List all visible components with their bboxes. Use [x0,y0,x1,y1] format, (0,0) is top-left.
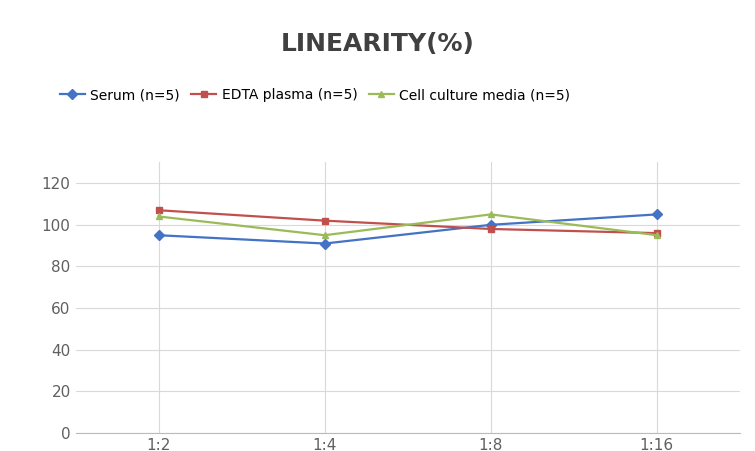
Line: Cell culture media (n=5): Cell culture media (n=5) [155,211,661,239]
Text: LINEARITY(%): LINEARITY(%) [281,32,474,55]
Line: Serum (n=5): Serum (n=5) [155,211,661,247]
EDTA plasma (n=5) [154,207,163,213]
Legend: Serum (n=5), EDTA plasma (n=5), Cell culture media (n=5): Serum (n=5), EDTA plasma (n=5), Cell cul… [60,88,570,102]
Serum (n=5) [486,222,495,227]
Cell culture media (n=5) [320,233,329,238]
EDTA plasma (n=5) [652,230,661,236]
Cell culture media (n=5) [154,214,163,219]
Serum (n=5) [320,241,329,246]
Serum (n=5) [652,212,661,217]
Serum (n=5) [154,233,163,238]
Line: EDTA plasma (n=5): EDTA plasma (n=5) [155,207,661,237]
EDTA plasma (n=5) [320,218,329,223]
Cell culture media (n=5) [652,233,661,238]
EDTA plasma (n=5) [486,226,495,232]
Cell culture media (n=5) [486,212,495,217]
